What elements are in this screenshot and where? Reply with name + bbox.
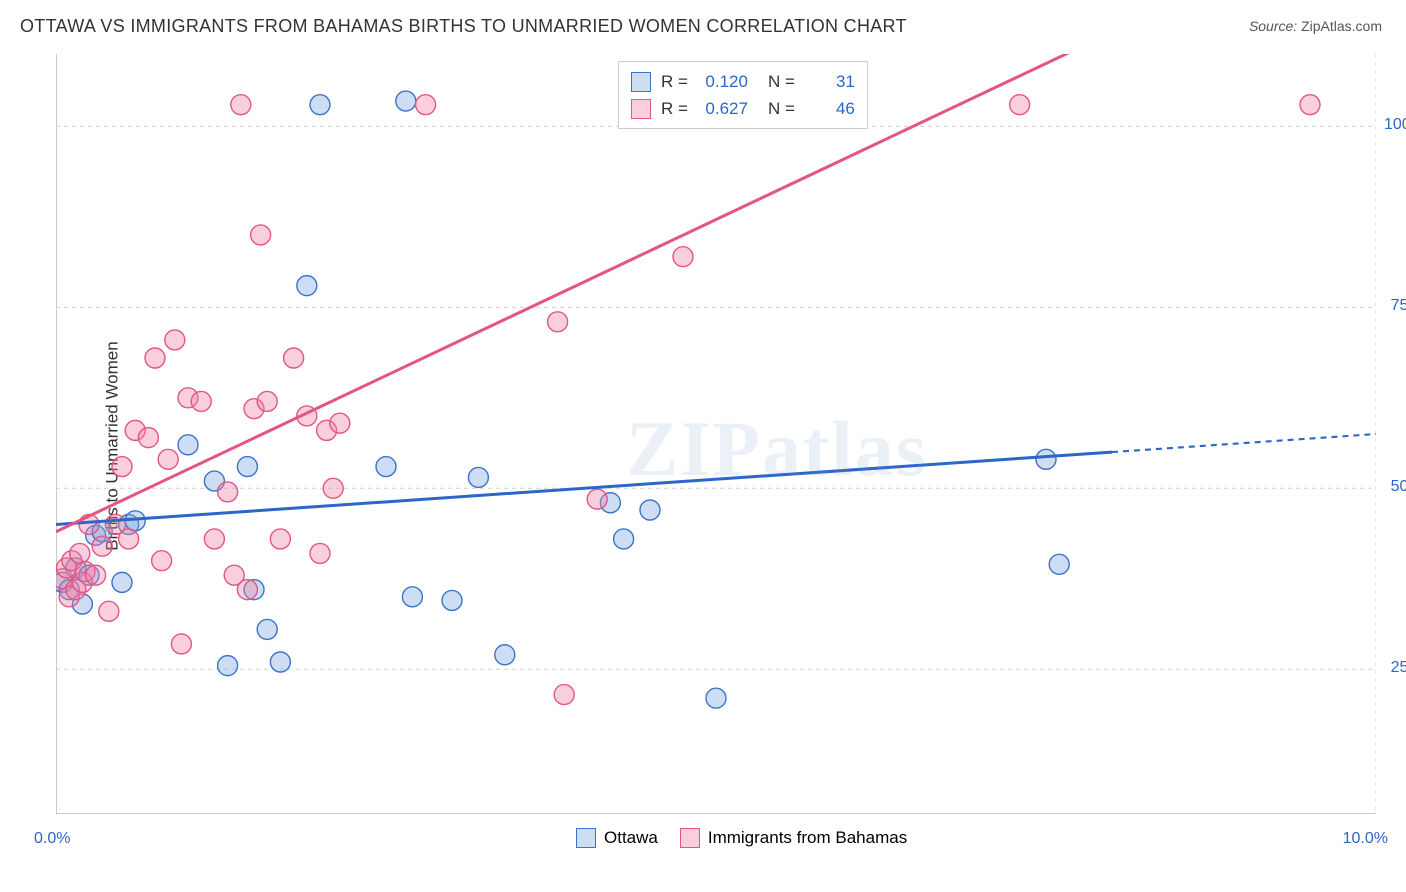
legend-swatch-icon xyxy=(631,72,651,92)
legend-row: R = 0.120 N = 31 xyxy=(631,68,855,95)
legend-swatch-icon xyxy=(631,99,651,119)
x-tick-max: 10.0% xyxy=(1343,830,1388,848)
legend-n-value: 31 xyxy=(805,68,855,95)
legend-r-label: R = xyxy=(661,95,688,122)
series-name: Immigrants from Bahamas xyxy=(708,828,907,848)
y-tick-label: 100.0% xyxy=(1384,116,1406,134)
legend-n-label: N = xyxy=(768,95,795,122)
y-tick-label: 25.0% xyxy=(1384,659,1406,677)
series-name: Ottawa xyxy=(604,828,658,848)
x-tick-min: 0.0% xyxy=(34,830,70,848)
series-legend-item: Immigrants from Bahamas xyxy=(680,828,907,848)
chart-title: OTTAWA VS IMMIGRANTS FROM BAHAMAS BIRTHS… xyxy=(20,16,907,37)
legend-swatch-icon xyxy=(576,828,596,848)
legend-r-label: R = xyxy=(661,68,688,95)
correlation-legend: R = 0.120 N = 31R = 0.627 N = 46 xyxy=(618,61,868,129)
legend-row: R = 0.627 N = 46 xyxy=(631,95,855,122)
legend-swatch-icon xyxy=(680,828,700,848)
series-legend-item: Ottawa xyxy=(576,828,658,848)
legend-n-value: 46 xyxy=(805,95,855,122)
legend-n-label: N = xyxy=(768,68,795,95)
source-attribution: Source: ZipAtlas.com xyxy=(1249,18,1382,34)
scatter-chart-svg xyxy=(56,54,1376,814)
legend-r-value: 0.120 xyxy=(698,68,748,95)
y-tick-label: 50.0% xyxy=(1384,478,1406,496)
source-label: Source: xyxy=(1249,18,1301,34)
y-tick-label: 75.0% xyxy=(1384,297,1406,315)
source-value: ZipAtlas.com xyxy=(1301,18,1382,34)
legend-r-value: 0.627 xyxy=(698,95,748,122)
chart-container: OTTAWA VS IMMIGRANTS FROM BAHAMAS BIRTHS… xyxy=(0,0,1406,892)
series-legend: Ottawa Immigrants from Bahamas xyxy=(576,828,907,848)
plot-area: ZIPatlas R = 0.120 N = 31R = 0.627 N = 4… xyxy=(56,54,1376,814)
